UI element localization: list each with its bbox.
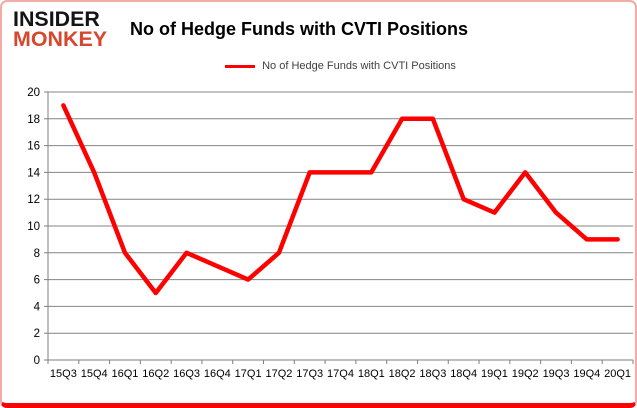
x-tick-label: 16Q1: [112, 368, 139, 380]
data-series-line: [61, 103, 620, 296]
x-tick-label: 18Q4: [450, 368, 477, 380]
logo-text-monkey: MONKEY: [13, 27, 108, 51]
y-tick-label: 2: [34, 328, 40, 340]
chart-title: No of Hedge Funds with CVTI Positions: [130, 19, 468, 39]
x-tick-label: 19Q2: [512, 368, 539, 380]
y-tick-label: 8: [34, 248, 40, 260]
x-tick-label: 17Q1: [235, 368, 262, 380]
y-tick-label: 12: [27, 194, 40, 206]
x-tick-label: 16Q2: [142, 368, 169, 380]
legend-line-swatch: [225, 64, 256, 68]
y-tick-label: 10: [27, 221, 40, 233]
y-tick-label: 6: [34, 275, 40, 287]
x-tick-label: 17Q4: [327, 368, 354, 380]
legend-label: No of Hedge Funds with CVTI Positions: [262, 60, 456, 72]
y-tick-label: 16: [27, 141, 40, 153]
x-tick-label: 20Q1: [604, 368, 631, 380]
x-tick-label: 16Q3: [173, 368, 200, 380]
x-tick-label: 18Q2: [389, 368, 416, 380]
x-tick-label: 17Q2: [265, 368, 292, 380]
x-tick-label: 15Q4: [81, 368, 108, 380]
x-tick-label: 19Q4: [573, 368, 600, 380]
x-tick-label: 16Q4: [204, 368, 231, 380]
x-tick-label: 15Q3: [50, 368, 77, 380]
logo-text-insider: INSIDER: [13, 8, 100, 31]
x-tick-label: 18Q3: [419, 368, 446, 380]
legend: No of Hedge Funds with CVTI Positions: [48, 60, 633, 72]
y-tick-label: 20: [27, 87, 40, 99]
x-tick-label: 19Q1: [481, 368, 508, 380]
y-tick-label: 18: [27, 114, 40, 126]
x-tick-label: 17Q3: [296, 368, 323, 380]
y-tick-label: 14: [27, 167, 40, 179]
y-tick-label: 4: [34, 301, 41, 313]
insider-monkey-logo: INSIDER MONKEY: [13, 8, 108, 51]
x-tick-label: 19Q3: [543, 368, 570, 380]
y-tick-label: 0: [34, 355, 40, 367]
x-tick-label: 18Q1: [358, 368, 385, 380]
